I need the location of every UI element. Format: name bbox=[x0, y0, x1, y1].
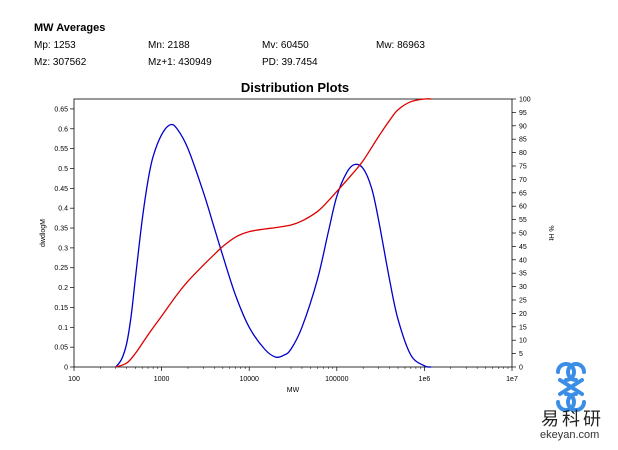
y2-tick-label: 10 bbox=[519, 338, 527, 345]
y-axis-left: 0 0.05 0.1 0.15 0.2 0.25 0.3 0.35 0.4 0.45 0.5 0.55… bbox=[54, 106, 74, 372]
stat-mz1: Mz+1: 430949 bbox=[148, 57, 212, 68]
plot-area bbox=[73, 98, 513, 368]
y2-tick-label: 80 bbox=[519, 150, 527, 157]
y2-tick-label: 20 bbox=[519, 311, 527, 318]
y-tick-label: 0.4 bbox=[58, 206, 68, 213]
y-tick-label: 0.55 bbox=[54, 146, 68, 153]
y-tick-label: 0 bbox=[64, 365, 68, 372]
series-layer bbox=[115, 98, 432, 368]
y2-tick-label: 50 bbox=[519, 231, 527, 238]
y2-tick-label: 45 bbox=[519, 244, 527, 251]
chart-title: Distribution Plots bbox=[240, 80, 350, 95]
y-tick-label: 0.6 bbox=[58, 126, 68, 133]
y-tick-label: 0.25 bbox=[54, 265, 68, 272]
x-tick-label: 10000 bbox=[239, 376, 259, 383]
y-tick-label: 0.3 bbox=[58, 245, 68, 252]
y2-tick-label: 90 bbox=[519, 123, 527, 130]
y2-tick-label: 85 bbox=[519, 137, 527, 144]
y2-tick-label: 40 bbox=[519, 257, 527, 264]
ekeyan-logo-icon bbox=[556, 362, 586, 412]
series-line-cumulative bbox=[115, 98, 432, 368]
y2-tick-label: 70 bbox=[519, 177, 527, 184]
y2-tick-label: 65 bbox=[519, 190, 527, 197]
y2-tick-label: 55 bbox=[519, 217, 527, 224]
y2-tick-label: 75 bbox=[519, 164, 527, 171]
y2-tick-label: 0 bbox=[519, 365, 523, 372]
y2-tick-label: 100 bbox=[519, 97, 531, 104]
stat-mn: Mn: 2188 bbox=[148, 40, 190, 51]
series-line-dwdlogm bbox=[115, 123, 432, 368]
x-tick-label: 1e7 bbox=[506, 376, 518, 383]
stats-title: MW Averages bbox=[34, 22, 106, 34]
stat-pd: PD: 39.7454 bbox=[262, 57, 318, 68]
y2-tick-label: 5 bbox=[519, 351, 523, 358]
stat-mv: Mv: 60450 bbox=[262, 40, 309, 51]
y2-tick-label: 60 bbox=[519, 204, 527, 211]
logo-brand-text: 易科研 bbox=[541, 409, 604, 429]
x-tick-label: 1000 bbox=[154, 376, 170, 383]
y-tick-label: 0.15 bbox=[54, 305, 68, 312]
y2-tick-label: 25 bbox=[519, 298, 527, 305]
y-axis-right: 0 5 10 15 20 25 30 35 40 45 50 55 60 65 70 75 80 85 90 95 10… bbox=[512, 97, 531, 372]
stat-mw: Mw: 86963 bbox=[376, 40, 425, 51]
y-tick-label: 0.35 bbox=[54, 226, 68, 233]
y2-tick-label: 35 bbox=[519, 271, 527, 278]
y-tick-label: 0.5 bbox=[58, 166, 68, 173]
stat-mz: Mz: 307562 bbox=[34, 57, 87, 68]
y2-tick-label: 30 bbox=[519, 284, 527, 291]
x-axis-label: MW bbox=[287, 387, 300, 394]
y-tick-label: 0.05 bbox=[54, 345, 68, 352]
y2-tick-label: 95 bbox=[519, 110, 527, 117]
x-tick-label: 1e6 bbox=[419, 376, 431, 383]
y-tick-label: 0.2 bbox=[58, 285, 68, 292]
stat-mp: Mp: 1253 bbox=[34, 40, 76, 51]
x-axis: 100 1000 10000 100000 1e6 1e7 bbox=[68, 367, 518, 383]
y-axis-label: dwdlogM bbox=[40, 219, 47, 247]
y-tick-label: 0.65 bbox=[54, 106, 68, 113]
y2-axis-label: % Ht bbox=[547, 225, 554, 240]
x-tick-label: 100000 bbox=[325, 376, 348, 383]
y-tick-label: 0.45 bbox=[54, 186, 68, 193]
y-tick-label: 0.1 bbox=[58, 325, 68, 332]
y2-tick-label: 15 bbox=[519, 324, 527, 331]
x-tick-label: 100 bbox=[68, 376, 80, 383]
logo-url: ekeyan.com bbox=[540, 429, 600, 441]
